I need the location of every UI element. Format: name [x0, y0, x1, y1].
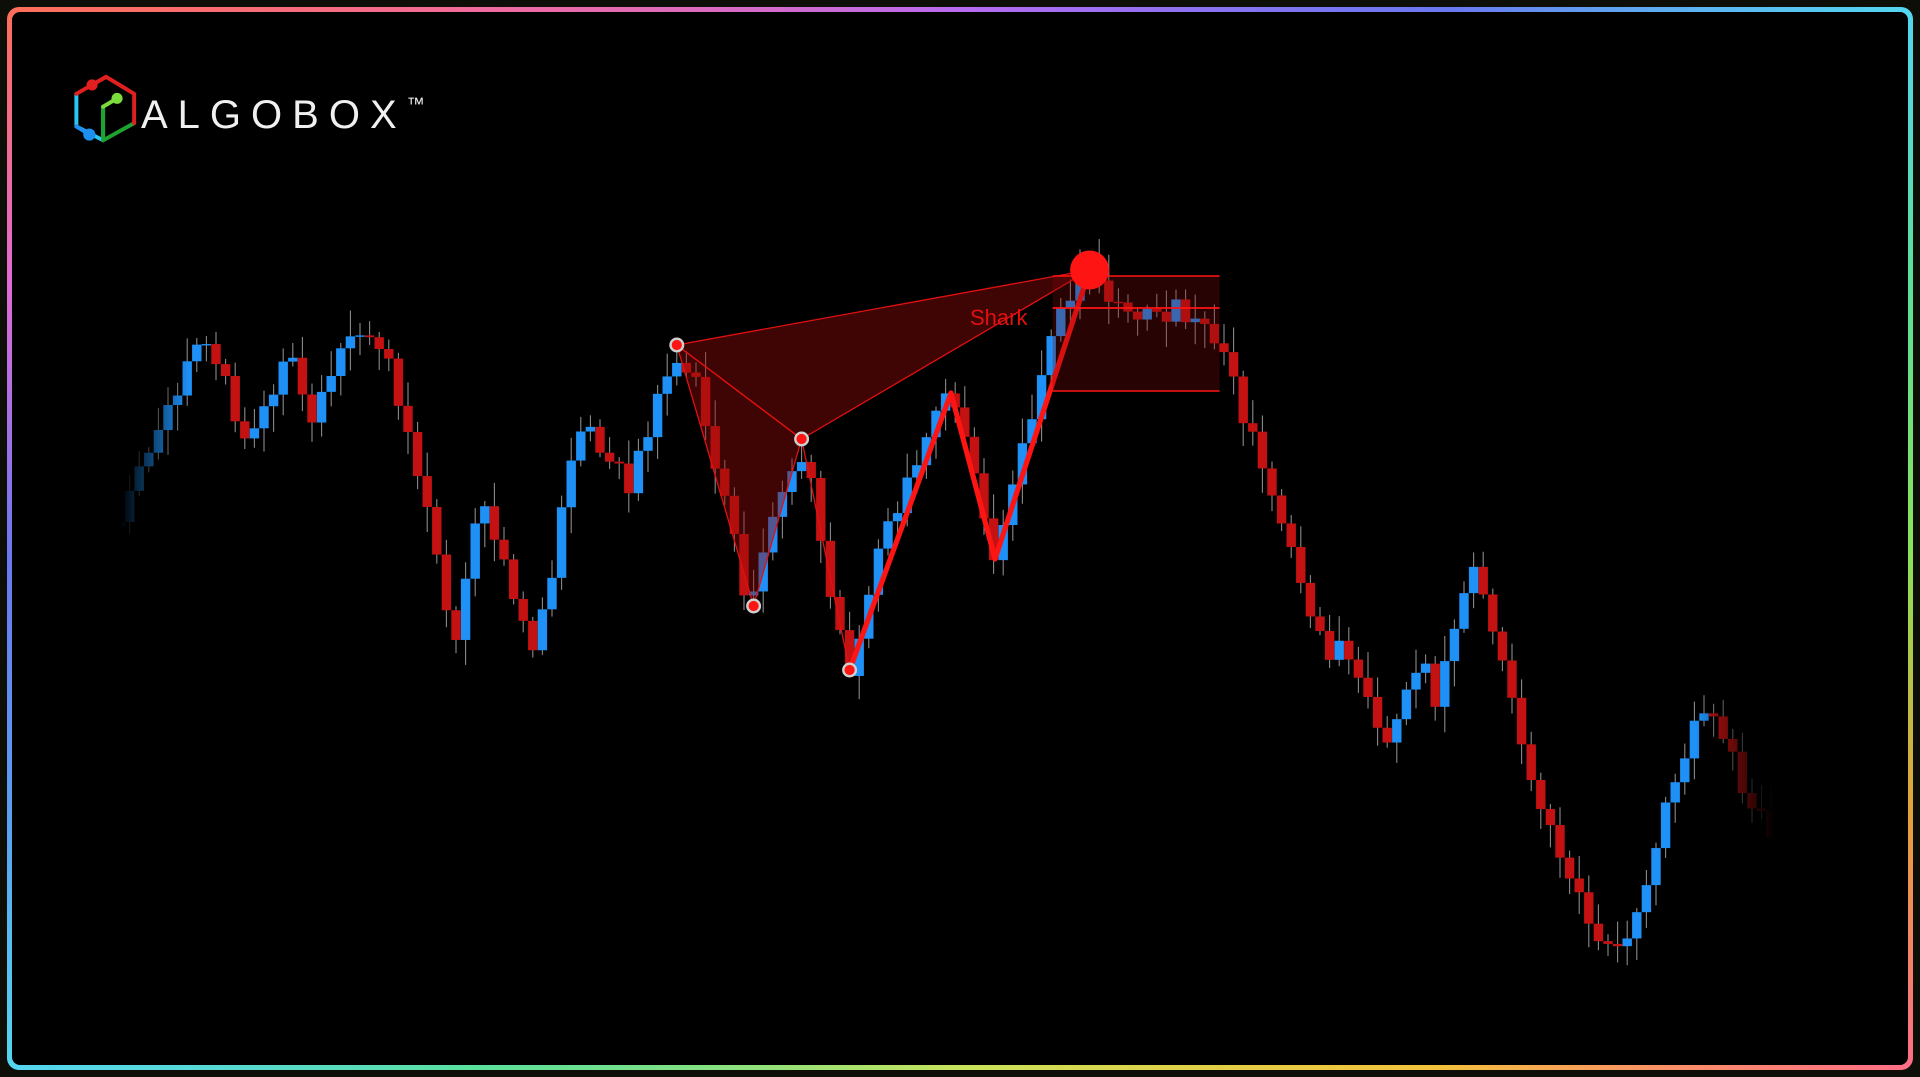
svg-text:Shark: Shark — [970, 305, 1028, 330]
